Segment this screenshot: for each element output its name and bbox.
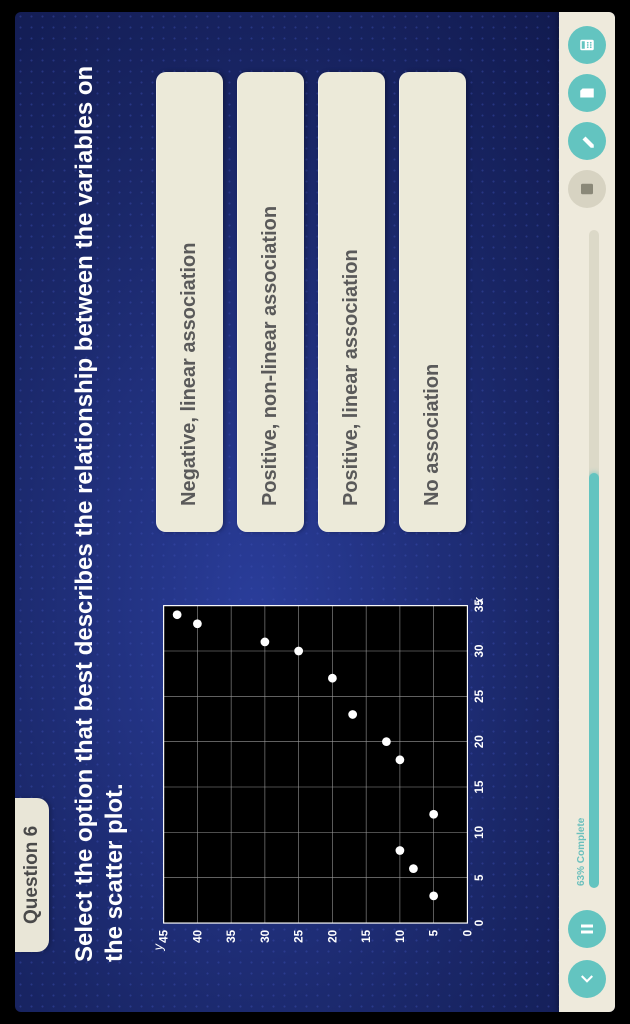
calculator-icon: [578, 36, 596, 54]
back-button[interactable]: [568, 960, 606, 998]
option-label: No association: [421, 364, 443, 506]
question-prompt: Select the option that best describes th…: [70, 62, 130, 962]
svg-text:10: 10: [473, 825, 486, 838]
content-area: Select the option that best describes th…: [70, 62, 545, 962]
svg-text:5: 5: [473, 874, 486, 881]
progress-fill: [589, 473, 599, 888]
question-body: 05101520253035051015202530354045xy Negat…: [150, 62, 545, 962]
scatter-plot: 05101520253035051015202530354045xy: [150, 592, 545, 962]
option-a[interactable]: Negative, linear association: [156, 72, 223, 532]
pause-icon: [578, 920, 596, 938]
bottom-toolbar: 63% Complete: [559, 12, 615, 1012]
svg-text:35: 35: [225, 929, 238, 942]
arrow-left-icon: [578, 970, 596, 988]
quiz-screen: Question 6 Select the option that best d…: [15, 12, 615, 1012]
option-c[interactable]: Positive, linear association: [318, 72, 385, 532]
option-b[interactable]: Positive, non-linear association: [237, 72, 304, 532]
progress-container: 63% Complete: [576, 230, 599, 888]
svg-text:25: 25: [473, 689, 486, 702]
calculator-button[interactable]: [568, 26, 606, 64]
option-label: Negative, linear association: [178, 243, 200, 506]
svg-text:40: 40: [191, 929, 204, 942]
svg-text:30: 30: [259, 929, 272, 942]
right-tools: [568, 26, 606, 208]
svg-text:20: 20: [473, 735, 486, 748]
notes-button[interactable]: [568, 170, 606, 208]
question-number-tab: Question 6: [15, 798, 49, 952]
pencil-icon: [578, 132, 596, 150]
svg-text:20: 20: [326, 929, 339, 942]
svg-text:0: 0: [473, 919, 486, 926]
svg-text:25: 25: [293, 929, 306, 942]
svg-text:15: 15: [473, 780, 486, 793]
svg-text:15: 15: [360, 929, 373, 942]
page-icon: [578, 84, 596, 102]
svg-text:45: 45: [158, 929, 171, 942]
progress-label: 63% Complete: [576, 230, 587, 886]
option-label: Positive, non-linear association: [259, 206, 281, 506]
note-icon: [578, 180, 596, 198]
text-tool-button[interactable]: [568, 74, 606, 112]
option-label: Positive, linear association: [340, 249, 362, 506]
svg-text:10: 10: [394, 929, 407, 942]
highlighter-button[interactable]: [568, 122, 606, 160]
answer-options: Negative, linear association Positive, n…: [150, 72, 545, 532]
progress-track: [589, 230, 599, 888]
svg-text:x: x: [472, 597, 486, 605]
scatter-plot-svg: 05101520253035051015202530354045xy: [150, 592, 501, 962]
svg-text:30: 30: [473, 644, 486, 657]
pause-button[interactable]: [568, 910, 606, 948]
option-d[interactable]: No association: [399, 72, 466, 532]
question-number: Question 6: [21, 826, 42, 924]
svg-text:y: y: [152, 943, 166, 951]
svg-text:0: 0: [461, 929, 474, 936]
svg-text:5: 5: [428, 929, 441, 936]
